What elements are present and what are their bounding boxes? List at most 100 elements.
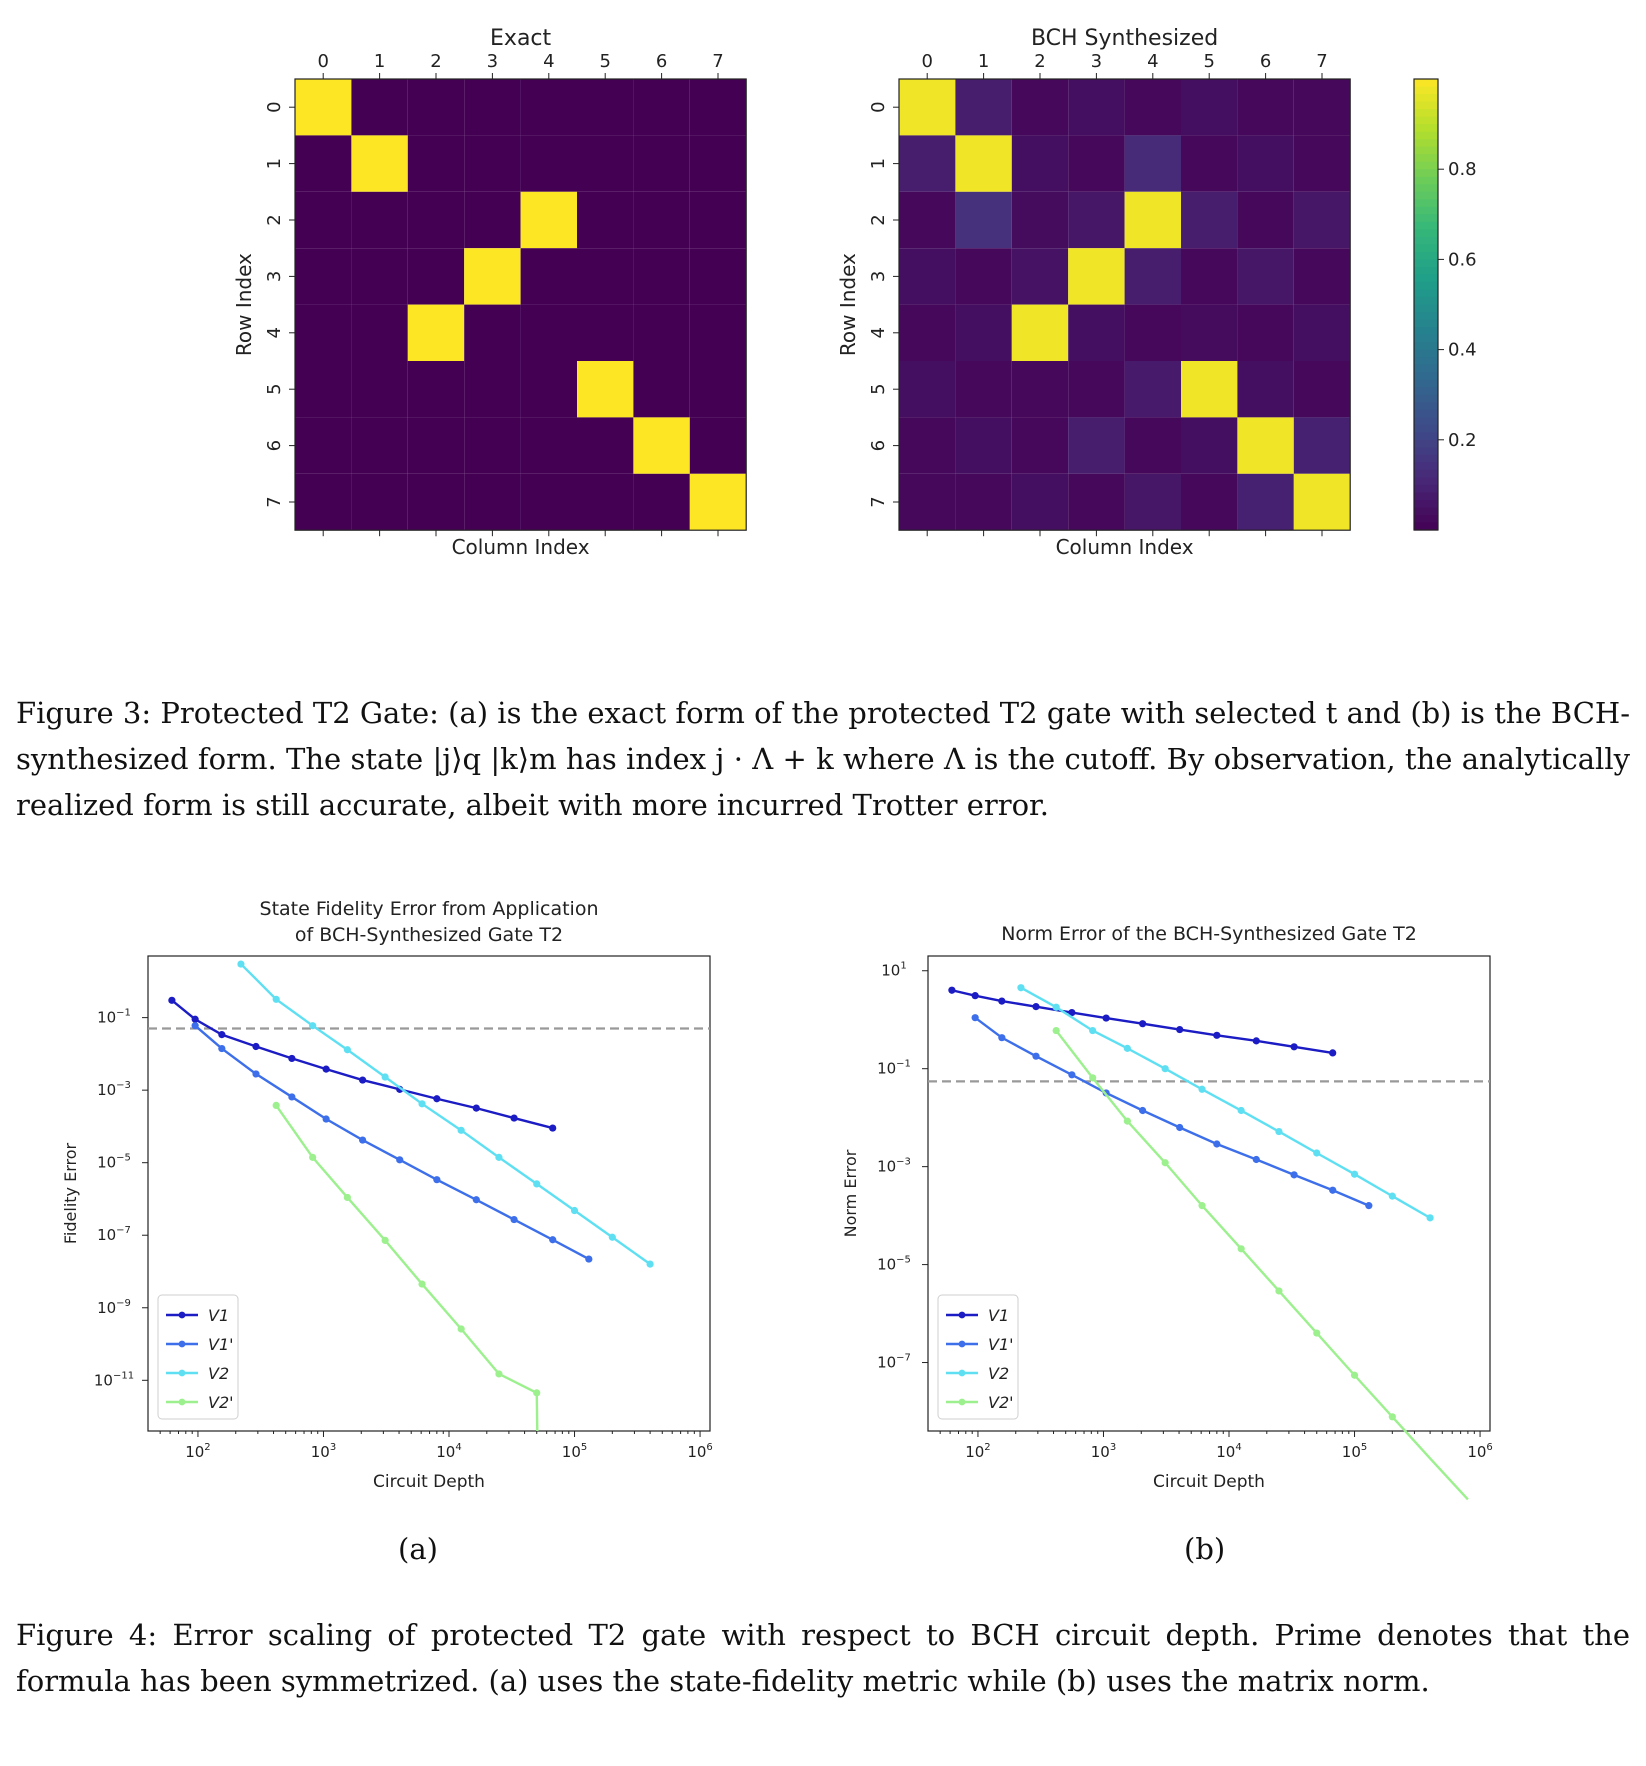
series-point <box>1290 1043 1298 1051</box>
y-tick-label: 4 <box>264 327 285 338</box>
heatmap-cell <box>1293 304 1351 361</box>
x-tick-label: 3 <box>487 51 498 72</box>
heatmap-cell <box>1237 473 1294 531</box>
series-point <box>608 1233 616 1241</box>
heatmap-cell <box>295 304 352 361</box>
colorbar-tick-label: 0.6 <box>1448 249 1477 270</box>
series-point <box>191 1015 199 1023</box>
series-point <box>1139 1020 1147 1028</box>
heatmap-cell <box>689 79 747 136</box>
heatmap-cell <box>351 473 408 531</box>
series-point <box>1052 1003 1060 1011</box>
heatmap-cell <box>899 304 956 361</box>
y-tick-label: 10−7 <box>877 1353 911 1372</box>
series-point <box>272 1101 280 1109</box>
colorbar-segment <box>1414 424 1438 433</box>
colorbar-segment <box>1414 507 1438 516</box>
heatmap-cell <box>689 361 747 418</box>
heatmap-cell <box>633 473 690 531</box>
x-tick-label: 4 <box>543 51 554 72</box>
colorbar-segment <box>1414 409 1438 418</box>
heatmap-cell <box>633 135 690 192</box>
series-point <box>218 1031 226 1039</box>
legend-label: V2 <box>988 1364 1009 1383</box>
heatmap-cell <box>633 248 690 305</box>
y-tick-label: 3 <box>868 271 889 282</box>
series-point <box>1089 1026 1097 1035</box>
heatmap-cell <box>1011 361 1069 418</box>
heatmap-cell <box>295 417 352 474</box>
heatmap-cell <box>464 473 521 531</box>
heatmap-cell <box>407 79 465 136</box>
series-point <box>472 1104 480 1112</box>
x-tick-label: 104 <box>436 1442 461 1461</box>
x-tick-label: 105 <box>1342 1442 1367 1461</box>
heatmap-cell <box>1181 79 1238 136</box>
y-tick-label: 4 <box>868 327 889 338</box>
series-point <box>1329 1049 1337 1057</box>
heatmap-cell <box>689 417 747 474</box>
legend-marker <box>958 1398 966 1406</box>
colorbar-segment <box>1414 296 1438 306</box>
series-point <box>359 1076 367 1084</box>
heatmap-cell <box>520 361 577 418</box>
heatmap-cell <box>351 417 408 474</box>
x-axis-label: Circuit Depth <box>1153 1472 1265 1492</box>
series-point <box>510 1114 518 1122</box>
heatmap-cell <box>1124 304 1181 361</box>
x-axis-label: Column Index <box>1056 535 1194 559</box>
heatmap-cell <box>351 79 408 136</box>
heatmap-cell <box>1181 248 1238 305</box>
heatmap-cell <box>351 361 408 418</box>
x-tick-label: 6 <box>656 51 667 72</box>
series-point <box>998 1034 1006 1042</box>
heatmap-cell <box>955 248 1012 305</box>
colorbar-segment <box>1414 469 1438 478</box>
figure-3-label: Figure 3: <box>16 696 152 730</box>
x-tick-label: 106 <box>1467 1442 1492 1461</box>
y-tick-label: 1 <box>264 158 285 169</box>
series-point <box>585 1255 593 1263</box>
colorbar-segment <box>1414 289 1438 298</box>
legend-marker <box>958 1369 966 1377</box>
heatmap-cell <box>520 191 577 249</box>
heatmap-cell <box>899 361 956 418</box>
heatmap-cell <box>577 191 634 249</box>
y-tick-label: 1 <box>868 158 889 169</box>
colorbar-segment <box>1414 462 1438 471</box>
legend-marker <box>178 1369 186 1377</box>
heatmap-cell <box>520 473 577 531</box>
series-point <box>1388 1192 1396 1200</box>
heatmap-cell <box>1124 473 1181 531</box>
heatmap-cell <box>1237 304 1294 361</box>
series-line <box>1020 986 1431 1219</box>
figure-4-caption: Figure 4: Error scaling of protected T2 … <box>16 1612 1630 1704</box>
series-point <box>1313 1329 1321 1337</box>
series-point <box>191 1022 199 1030</box>
series-point <box>1032 1003 1040 1011</box>
colorbar-segment <box>1414 131 1438 140</box>
legend-marker <box>958 1311 966 1319</box>
series-point <box>322 1115 330 1123</box>
colorbar-segment <box>1414 206 1438 215</box>
series-point <box>252 1042 260 1051</box>
y-tick-label: 3 <box>264 271 285 282</box>
series-point <box>1237 1245 1245 1253</box>
colorbar-segment <box>1414 101 1438 110</box>
heatmap-cell <box>1124 79 1181 136</box>
colorbar-segment <box>1414 312 1438 321</box>
heatmap-cell <box>955 135 1012 192</box>
y-tick-label: 6 <box>264 440 285 451</box>
heatmap-cell <box>1181 361 1238 418</box>
x-tick-label: 102 <box>185 1442 210 1461</box>
legend-label: V1' <box>988 1335 1014 1354</box>
y-tick-label: 10−1 <box>877 1059 911 1078</box>
x-tick-label: 105 <box>562 1442 587 1461</box>
heatmap-cell <box>577 361 634 418</box>
heatmap-frame <box>898 78 1351 531</box>
heatmap-cell <box>1068 79 1125 136</box>
heatmap-cell <box>1011 248 1069 305</box>
heatmap-cell <box>1068 248 1125 305</box>
legend-label: V2' <box>208 1393 234 1412</box>
y-tick-label: 10−9 <box>97 1298 131 1317</box>
